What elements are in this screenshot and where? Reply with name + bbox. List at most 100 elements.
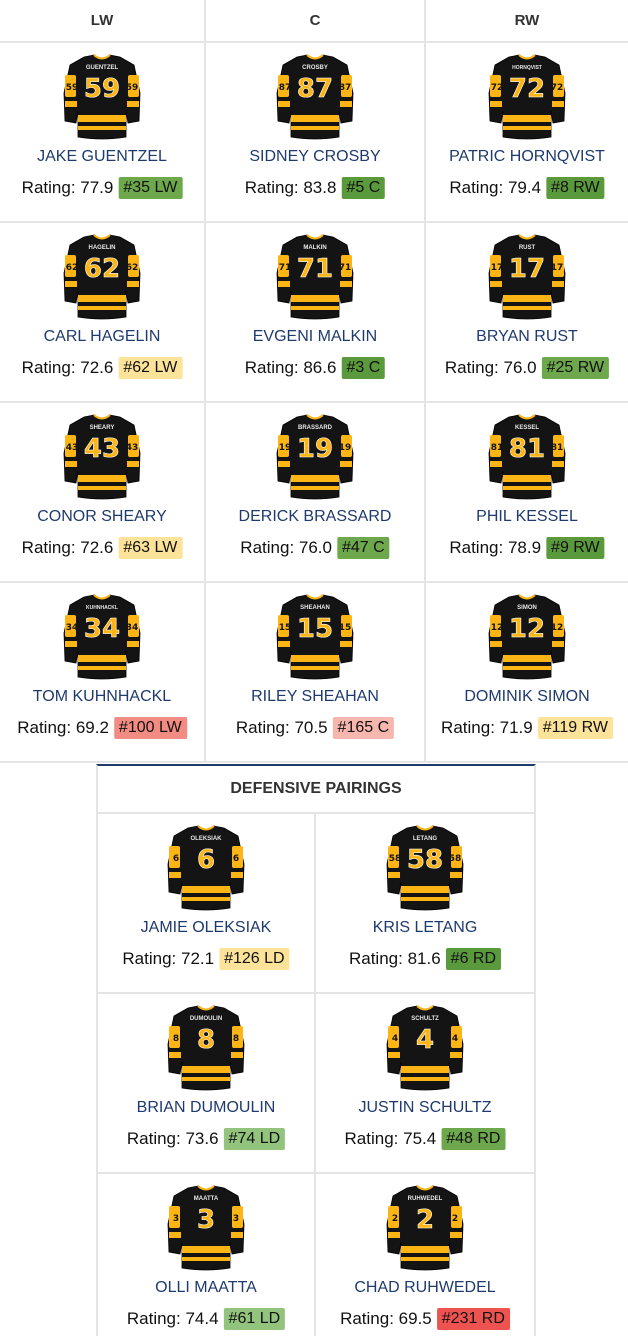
jersey-nameplate: SIMON — [517, 605, 537, 611]
player-jersey: SHEAHAN 15 15 15 — [275, 593, 355, 681]
jersey-sleeve-number: 71 — [279, 263, 292, 273]
hockey-jersey-icon: KESSEL 81 81 81 — [488, 414, 566, 500]
player-cell-ld: MAATTA 3 3 3 OLLI MAATTA Rating: 74.4 #61 LD — [98, 1174, 316, 1336]
player-name-link[interactable]: TOM KUHNHACKL — [32, 688, 172, 705]
jersey-sleeve-number: 43 — [66, 443, 79, 453]
hockey-jersey-icon: LETANG 58 58 58 — [386, 825, 464, 911]
player-rating: Rating: 74.4 — [126, 1309, 219, 1328]
player-name-link[interactable]: OLLI MAATTA — [155, 1279, 257, 1296]
player-name-link[interactable]: JAKE GUENTZEL — [37, 148, 167, 165]
player-rating: Rating: 75.4 — [344, 1129, 437, 1148]
jersey-sleeve-number: 17 — [551, 263, 564, 273]
jersey-number: 6 — [197, 845, 215, 875]
jersey-number: 81 — [509, 434, 545, 464]
rank-badge: #9 RW — [546, 537, 605, 559]
hockey-jersey-icon: SCHULTZ 4 4 4 — [386, 1005, 464, 1091]
player-cell-rd: SCHULTZ 4 4 4 JUSTIN SCHULTZ Rating: 75.4 #48 … — [316, 994, 534, 1172]
player-rating: Rating: 71.9 — [441, 718, 533, 737]
rank-badge: #126 LD — [219, 948, 290, 970]
jersey-nameplate: RUST — [519, 245, 536, 251]
player-name-link[interactable]: DERICK BRASSARD — [238, 508, 392, 525]
player-cell-rd: RUHWEDEL 2 2 2 CHAD RUHWEDEL Rating: 69.5 #231… — [316, 1174, 534, 1336]
jersey-nameplate: LETANG — [413, 836, 438, 842]
player-cell-rw: KESSEL 81 81 81 PHIL KESSEL Rating: 78.9 #9 RW — [426, 403, 628, 581]
player-cell-lw: SHEARY 43 43 43 CONOR SHEARY Rating: 72.6 #63 … — [0, 403, 206, 581]
player-name-link[interactable]: EVGENI MALKIN — [252, 328, 378, 345]
rating-line: Rating: 81.6 #6 RD — [349, 948, 502, 970]
player-cell-lw: KUHNHACKL 34 34 34 TOM KUHNHACKL Rating: 69.2… — [0, 583, 206, 761]
player-name-link[interactable]: CONOR SHEARY — [37, 508, 167, 525]
jersey-nameplate: SHEARY — [90, 425, 115, 431]
jersey-sleeve-number: 34 — [66, 623, 79, 633]
player-name-link[interactable]: DOMINIK SIMON — [464, 688, 590, 705]
forward-line-2: HAGELIN 62 62 62 CARL HAGELIN Rating: 72.6 #62… — [0, 223, 628, 403]
rank-badge: #8 RW — [546, 177, 605, 199]
player-cell-c: MALKIN 71 71 71 EVGENI MALKIN Rating: 86.6 #3 … — [206, 223, 426, 401]
jersey-number: 59 — [84, 74, 120, 104]
jersey-number: 2 — [416, 1205, 434, 1235]
rank-badge: #6 RD — [445, 948, 502, 970]
jersey-sleeve-number: 19 — [279, 443, 292, 453]
header-c: C — [206, 0, 426, 41]
jersey-nameplate: CROSBY — [302, 65, 328, 71]
player-name-link[interactable]: SIDNEY CROSBY — [249, 148, 381, 165]
jersey-sleeve-number: 87 — [339, 83, 352, 93]
player-name-link[interactable]: PHIL KESSEL — [476, 508, 578, 525]
rating-line: Rating: 70.5 #165 C — [236, 717, 395, 739]
hockey-jersey-icon: BRASSARD 19 19 19 — [276, 414, 354, 500]
player-rating: Rating: 72.1 — [122, 949, 215, 968]
player-rating: Rating: 72.6 — [21, 358, 114, 377]
player-cell-lw: GUENTZEL 59 59 59 JAKE GUENTZEL Rating: 77.9 #… — [0, 43, 206, 221]
jersey-number: 34 — [84, 614, 120, 644]
player-name-link[interactable]: RILEY SHEAHAN — [251, 688, 379, 705]
jersey-nameplate: KUHNHACKL — [86, 605, 118, 611]
rank-badge: #35 LW — [118, 177, 183, 199]
jersey-sleeve-number: 19 — [339, 443, 352, 453]
player-rating: Rating: 72.6 — [21, 538, 114, 557]
jersey-nameplate: DUMOULIN — [190, 1016, 222, 1022]
player-cell-rw: SIMON 12 12 12 DOMINIK SIMON Rating: 71.9 #119… — [426, 583, 628, 761]
player-name-link[interactable]: CARL HAGELIN — [43, 328, 161, 345]
player-name-link[interactable]: BRIAN DUMOULIN — [136, 1099, 276, 1116]
jersey-sleeve-number: 58 — [389, 854, 402, 864]
jersey-number: 43 — [84, 434, 120, 464]
jersey-sleeve-number: 34 — [126, 623, 139, 633]
player-jersey: KUHNHACKL 34 34 34 — [62, 593, 142, 681]
player-cell-rw: HORNQVIST 72 72 72 PATRIC HORNQVIST Rating: 7… — [426, 43, 628, 221]
rating-line: Rating: 78.9 #9 RW — [449, 537, 605, 559]
jersey-number: 87 — [297, 74, 333, 104]
jersey-number: 19 — [297, 434, 333, 464]
jersey-nameplate: GUENTZEL — [86, 65, 119, 71]
hockey-jersey-icon: CROSBY 87 87 87 — [276, 54, 354, 140]
defense-pair-1: OLEKSIAK 6 6 6 JAMIE OLEKSIAK Rating: 72.1 #12… — [98, 814, 534, 994]
player-name-link[interactable]: CHAD RUHWEDEL — [354, 1279, 496, 1296]
jersey-nameplate: BRASSARD — [298, 425, 333, 431]
player-rating: Rating: 86.6 — [244, 358, 337, 377]
rating-line: Rating: 77.9 #35 LW — [22, 177, 183, 199]
jersey-number: 58 — [407, 845, 443, 875]
rating-line: Rating: 83.8 #5 C — [245, 177, 386, 199]
rank-badge: #62 LW — [118, 357, 183, 379]
player-name-link[interactable]: PATRIC HORNQVIST — [449, 148, 605, 165]
hockey-jersey-icon: OLEKSIAK 6 6 6 — [167, 825, 245, 911]
hockey-jersey-icon: MAATTA 3 3 3 — [167, 1185, 245, 1271]
header-lw: LW — [0, 0, 206, 41]
player-name-link[interactable]: JUSTIN SCHULTZ — [358, 1099, 492, 1116]
jersey-sleeve-number: 12 — [551, 623, 564, 633]
jersey-sleeve-number: 59 — [66, 83, 79, 93]
player-jersey: OLEKSIAK 6 6 6 — [166, 824, 246, 912]
jersey-sleeve-number: 59 — [126, 83, 139, 93]
hockey-jersey-icon: HAGELIN 62 62 62 — [63, 234, 141, 320]
forward-line-1: GUENTZEL 59 59 59 JAKE GUENTZEL Rating: 77.9 #… — [0, 43, 628, 223]
hockey-jersey-icon: RUHWEDEL 2 2 2 — [386, 1185, 464, 1271]
rank-badge: #74 LD — [223, 1128, 286, 1150]
player-name-link[interactable]: JAMIE OLEKSIAK — [140, 919, 272, 936]
hockey-jersey-icon: RUST 17 17 17 — [488, 234, 566, 320]
jersey-sleeve-number: 8 — [233, 1034, 239, 1044]
rating-line: Rating: 72.6 #63 LW — [22, 537, 183, 559]
player-name-link[interactable]: BRYAN RUST — [476, 328, 578, 345]
jersey-sleeve-number: 15 — [339, 623, 352, 633]
player-name-link[interactable]: KRIS LETANG — [372, 919, 478, 936]
jersey-sleeve-number: 4 — [452, 1034, 458, 1044]
jersey-sleeve-number: 6 — [173, 854, 179, 864]
